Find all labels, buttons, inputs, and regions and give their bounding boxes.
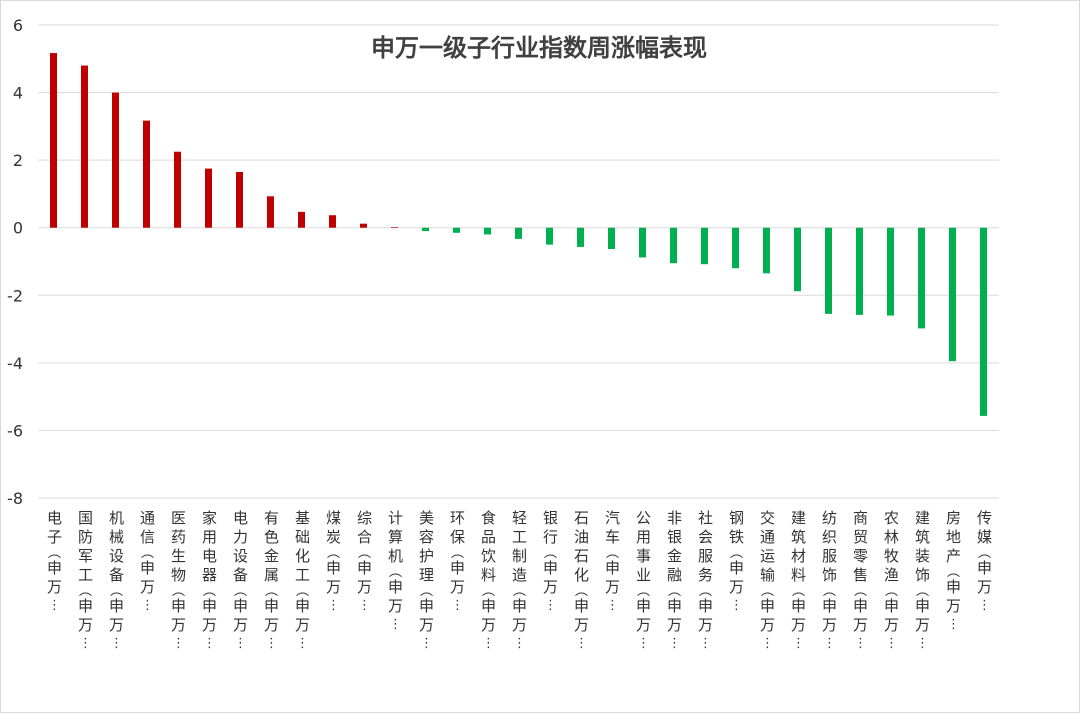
bar bbox=[577, 227, 584, 247]
x-tick-label: 非银金融︵申万⋮ bbox=[667, 509, 682, 651]
bar bbox=[763, 227, 770, 274]
bars bbox=[50, 53, 987, 416]
x-tick-label: 钢铁︵申万⋮ bbox=[729, 509, 744, 613]
bar bbox=[267, 196, 274, 228]
x-tick-label: 农林牧渔︵申万⋮ bbox=[884, 509, 899, 651]
bar bbox=[298, 211, 305, 228]
bar bbox=[918, 227, 925, 329]
bar bbox=[205, 168, 212, 228]
x-tick-label: 有色金属︵申万⋮ bbox=[264, 509, 279, 651]
gridlines bbox=[38, 24, 999, 499]
x-tick-label: 通信︵申万⋮ bbox=[140, 509, 155, 613]
x-tick-label: 交通运输︵申万⋮ bbox=[760, 509, 775, 651]
y-tick-label: -8 bbox=[7, 489, 23, 508]
x-tick-label: 食品饮料︵申万⋮ bbox=[481, 509, 496, 651]
x-tick-label: 银行︵申万⋮ bbox=[543, 509, 558, 613]
bar bbox=[360, 223, 367, 228]
y-tick-label: 2 bbox=[13, 151, 23, 170]
bar bbox=[887, 227, 894, 316]
x-tick-label: 石油石化︵申万⋮ bbox=[574, 509, 589, 651]
x-tick-label: 传媒︵申万⋮ bbox=[977, 509, 992, 613]
chart-title: 申万一级子行业指数周涨幅表现 bbox=[371, 34, 707, 62]
bar bbox=[701, 227, 708, 265]
bar bbox=[391, 227, 398, 228]
bar bbox=[174, 151, 181, 228]
y-tick-label: -4 bbox=[7, 354, 23, 373]
bar bbox=[143, 120, 150, 228]
bar bbox=[484, 227, 491, 235]
y-tick-label: 4 bbox=[13, 84, 23, 103]
bar bbox=[50, 53, 57, 228]
bar bbox=[825, 227, 832, 314]
y-tick-label: -6 bbox=[7, 421, 23, 440]
x-tick-label: 电子︵申万⋮ bbox=[47, 509, 62, 613]
bar bbox=[639, 227, 646, 258]
bar bbox=[949, 227, 956, 362]
bar bbox=[453, 227, 460, 233]
bar bbox=[670, 227, 677, 264]
bar bbox=[732, 227, 739, 269]
bar bbox=[980, 227, 987, 416]
x-tick-label: 环保︵申万⋮ bbox=[450, 509, 465, 613]
x-tick-label: 建筑材料︵申万⋮ bbox=[791, 509, 806, 651]
y-axis-ticks: 6 4 2 0 -2 -4 -6 -8 bbox=[7, 16, 23, 508]
bar bbox=[794, 227, 801, 292]
x-tick-label: 商贸零售︵申万⋮ bbox=[853, 509, 868, 651]
x-tick-label: 机械设备︵申万⋮ bbox=[109, 509, 124, 651]
bar bbox=[546, 227, 553, 245]
x-tick-label: 轻工制造︵申万⋮ bbox=[512, 509, 527, 651]
x-tick-label: 家用电器︵申万⋮ bbox=[202, 509, 217, 651]
x-tick-label: 煤炭︵申万⋮ bbox=[326, 509, 341, 613]
x-tick-label: 综合︵申万⋮ bbox=[357, 509, 372, 613]
bar bbox=[112, 92, 119, 228]
bar bbox=[856, 227, 863, 315]
x-tick-label: 计算机︵申万⋮ bbox=[388, 509, 403, 632]
x-tick-label: 医药生物︵申万⋮ bbox=[171, 509, 186, 651]
x-tick-label: 美容护理︵申万⋮ bbox=[419, 509, 434, 651]
y-tick-label: -2 bbox=[7, 286, 23, 305]
x-tick-label: 房地产︵申万⋮ bbox=[946, 509, 961, 632]
x-tick-label: 公用事业︵申万⋮ bbox=[636, 509, 651, 651]
x-tick-label: 纺织服饰︵申万⋮ bbox=[822, 509, 837, 651]
bar bbox=[422, 227, 429, 232]
y-tick-label: 6 bbox=[13, 16, 23, 35]
bar bbox=[608, 227, 615, 249]
bar bbox=[515, 227, 522, 239]
x-tick-label: 汽车︵申万⋮ bbox=[605, 509, 620, 613]
y-tick-label: 0 bbox=[13, 219, 23, 238]
x-tick-label: 社会服务︵申万⋮ bbox=[698, 509, 713, 651]
bar bbox=[236, 171, 243, 228]
x-tick-label: 基础化工︵申万⋮ bbox=[295, 509, 310, 651]
x-tick-label: 建筑装饰︵申万⋮ bbox=[915, 509, 930, 651]
bar bbox=[329, 215, 336, 228]
bar bbox=[81, 65, 88, 228]
x-axis-labels: 电子︵申万⋮ 国防军工︵申万⋮ 机械设备︵申万⋮ 通信︵申万⋮ 医药生物︵申万⋮ 家用电器… bbox=[47, 509, 992, 651]
x-tick-label: 电力设备︵申万⋮ bbox=[233, 509, 248, 651]
x-tick-label: 国防军工︵申万⋮ bbox=[78, 509, 93, 651]
